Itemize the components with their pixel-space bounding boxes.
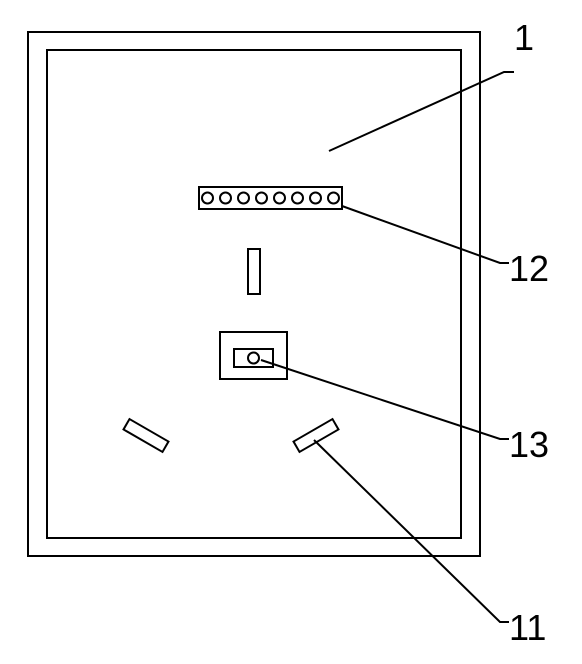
label-c12: 12 (509, 248, 549, 289)
connector-hole (220, 193, 231, 204)
label-c13: 13 (509, 424, 549, 465)
center-plate-hole (248, 353, 259, 364)
connector-hole (202, 193, 213, 204)
connector-hole (238, 193, 249, 204)
tab-top (248, 249, 260, 294)
connector-hole (274, 193, 285, 204)
connector-hole (310, 193, 321, 204)
connector-hole (292, 193, 303, 204)
label-c1: 1 (514, 17, 534, 58)
label-c11: 11 (509, 607, 546, 648)
connector-hole (328, 193, 339, 204)
connector-hole (256, 193, 267, 204)
diagram-canvas: 1 12 13 11 (0, 0, 582, 664)
